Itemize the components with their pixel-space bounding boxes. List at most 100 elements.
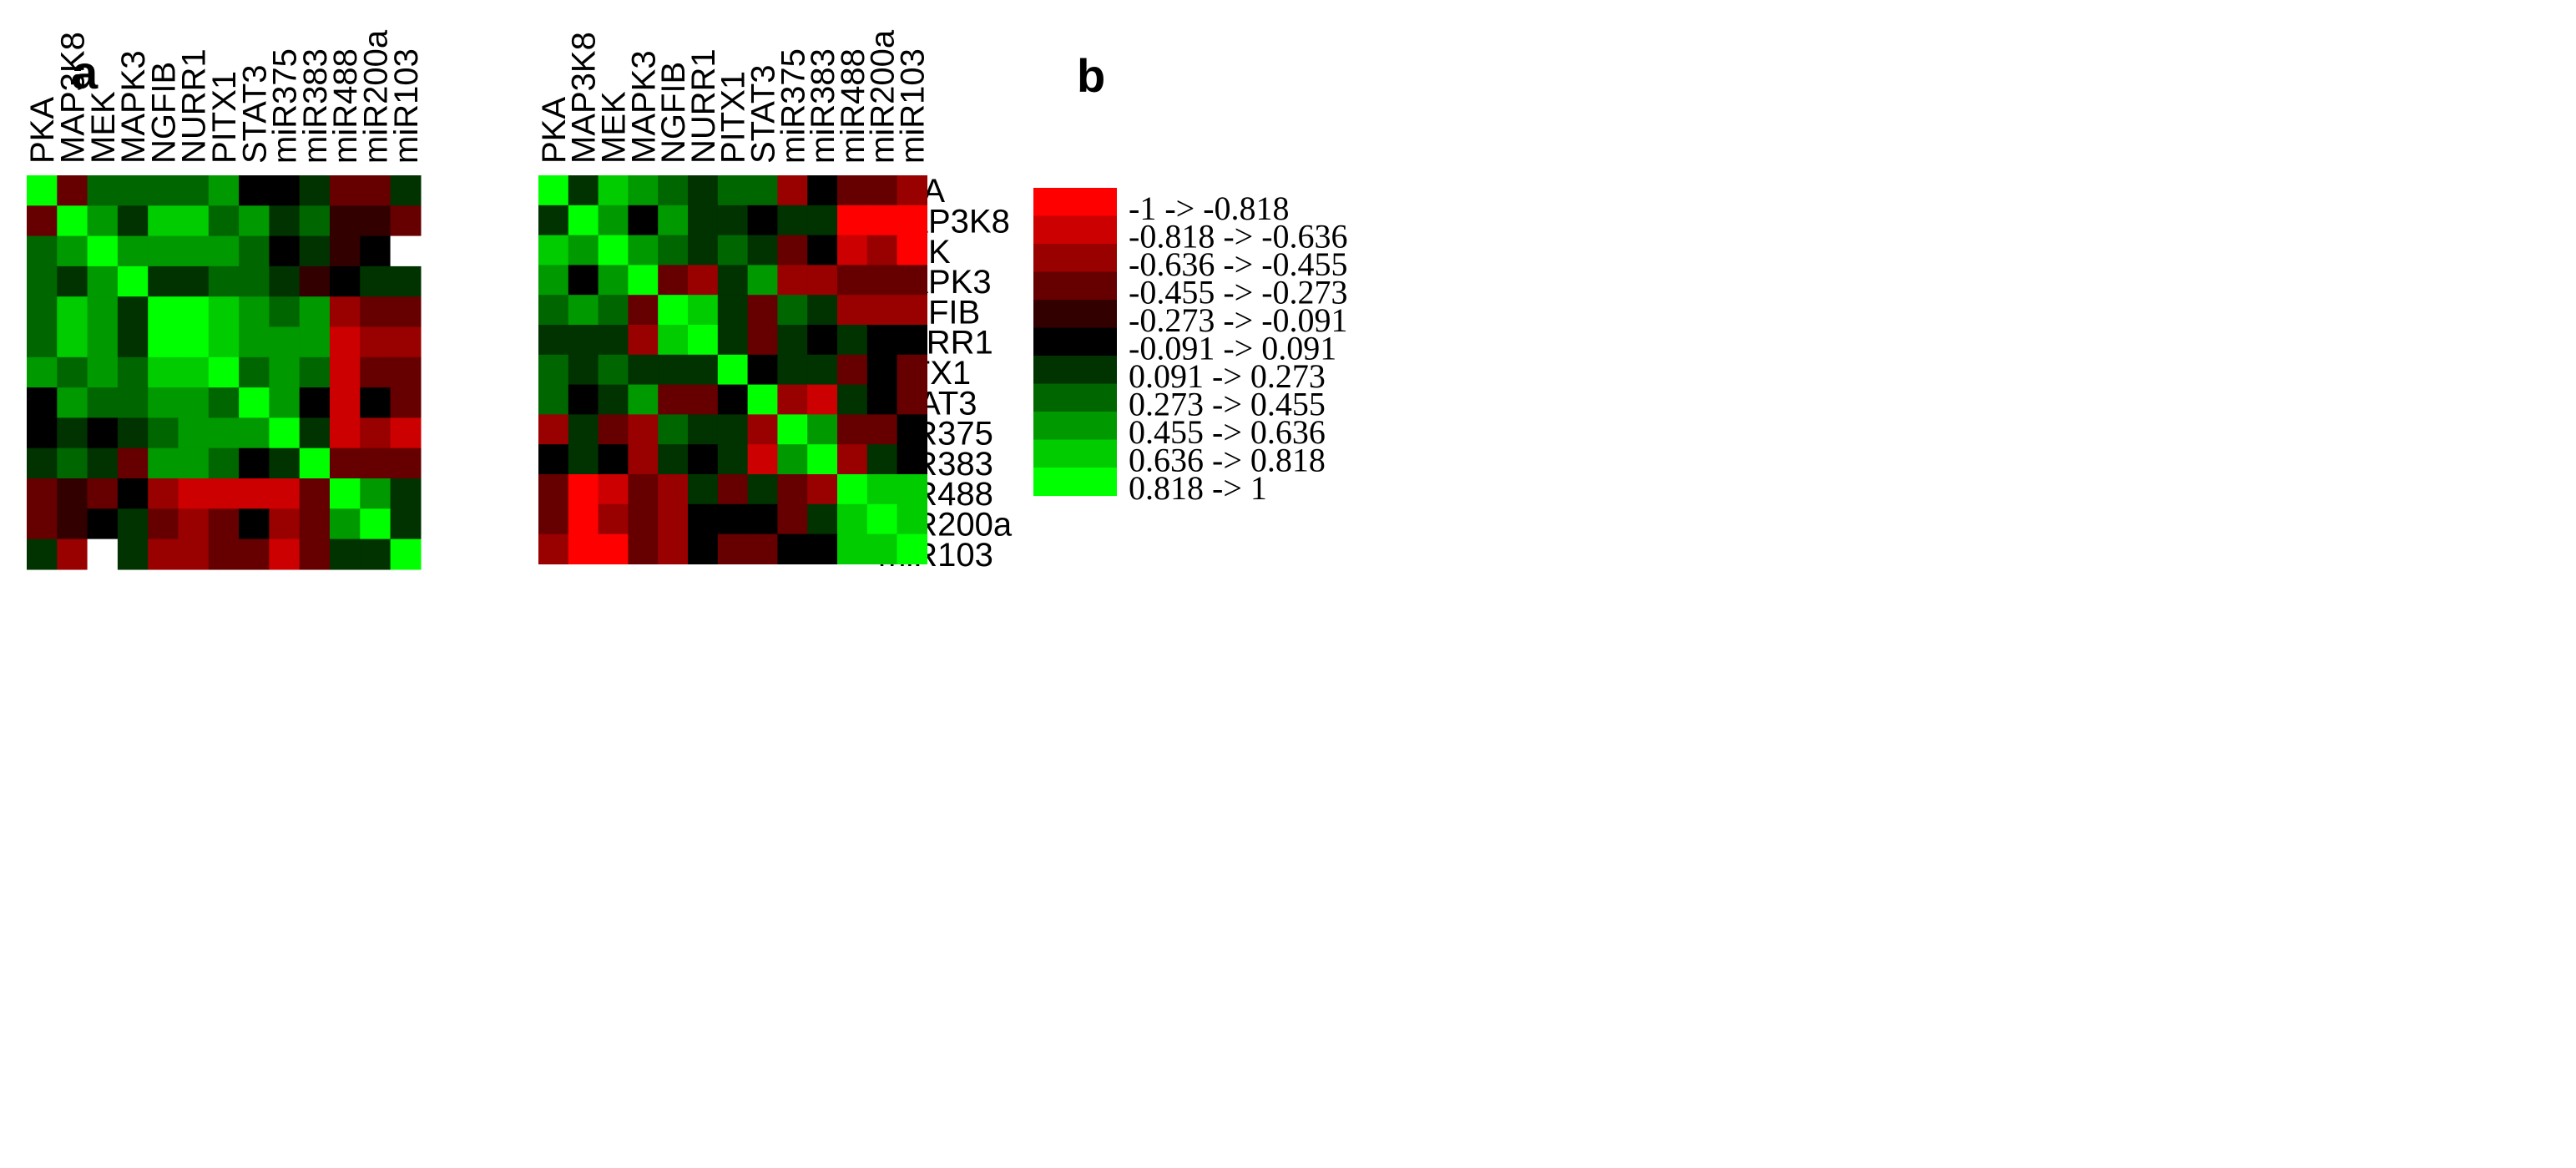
panel-a-cell-MAP3K8-MAPK3 xyxy=(117,205,149,237)
panel-a-cell-miR200a-PITX1 xyxy=(208,508,240,540)
panel-b-cell-PKA-PKA xyxy=(538,175,569,206)
panel-b-cell-NGFIB-miR383 xyxy=(807,295,838,326)
panel-a-cell-MAPK3-miR375 xyxy=(269,265,301,297)
panel-b-cell-miR200a-NURR1 xyxy=(688,503,719,535)
panel-b-cell-miR383-miR200a xyxy=(866,444,898,475)
panel-b-cell-MEK-STAT3 xyxy=(747,235,778,265)
panel-a-cell-miR103-MAPK3 xyxy=(117,538,149,570)
panel-b-cell-NGFIB-MAPK3 xyxy=(628,295,659,326)
panel-b-col-label: PKA xyxy=(536,97,573,164)
panel-a-cell-miR200a-NURR1 xyxy=(178,508,210,540)
panel-a-cell-PKA-NGFIB xyxy=(148,175,179,206)
panel-b-cell-miR103-PITX1 xyxy=(717,533,749,564)
panel-a-cell-miR383-miR383 xyxy=(299,447,331,479)
panel-a-cell-miR200a-PKA xyxy=(27,508,58,540)
panel-a-cell-STAT3-MAP3K8 xyxy=(57,387,88,418)
panel-a-cell-miR383-miR375 xyxy=(269,447,301,479)
panel-b-cell-PITX1-miR488 xyxy=(837,354,868,386)
panel-a-cell-miR383-NURR1 xyxy=(178,447,210,479)
panel-a-cell-MAP3K8-MEK xyxy=(87,205,119,237)
panel-b-cell-MEK-miR103 xyxy=(897,235,927,265)
legend-label: -1 -> -0.818 xyxy=(1129,190,1290,227)
panel-a-cell-miR375-STAT3 xyxy=(239,417,270,449)
panel-b-cell-MAP3K8-MAPK3 xyxy=(628,205,659,236)
panel-a-cell-miR375-NURR1 xyxy=(178,417,210,449)
panel-a-cell-NURR1-NGFIB xyxy=(148,326,179,358)
panel-b-cell-NGFIB-miR375 xyxy=(777,295,808,326)
panel-a-cell-MEK-MEK xyxy=(87,235,119,267)
panel-a-col-label: miR383 xyxy=(297,48,334,164)
panel-b-cell-miR103-MEK xyxy=(598,533,629,564)
panel-a-cell-STAT3-MAPK3 xyxy=(117,387,149,418)
panel-b-cell-MEK-miR383 xyxy=(807,235,838,265)
panel-b-cell-NGFIB-miR488 xyxy=(837,295,868,326)
panel-a-cell-PITX1-STAT3 xyxy=(239,356,270,388)
panel-a-col-label: MAP3K8 xyxy=(54,32,91,164)
panel-b-cell-MAP3K8-MAP3K8 xyxy=(568,205,599,236)
panel-b-cell-miR383-miR103 xyxy=(897,444,927,475)
panel-a-cell-MAP3K8-MAP3K8 xyxy=(57,205,88,237)
panel-a-cell-miR375-NGFIB xyxy=(148,417,179,449)
panel-b-cell-NGFIB-miR103 xyxy=(897,295,927,326)
panel-a-cell-PITX1-PITX1 xyxy=(208,356,240,388)
panel-a-cell-STAT3-NGFIB xyxy=(148,387,179,418)
panel-a-cell-miR200a-miR103 xyxy=(390,508,422,540)
panel-a-cell-NURR1-miR488 xyxy=(330,326,361,358)
panel-a-cell-MEK-PKA xyxy=(27,235,58,267)
panel-b-cell-PITX1-miR200a xyxy=(866,354,898,386)
panel-a-cell-PITX1-NURR1 xyxy=(178,356,210,388)
panel-a-cell-MAP3K8-STAT3 xyxy=(239,205,270,237)
panel-b-cell-miR488-NURR1 xyxy=(688,474,719,505)
panel-b-cell-MEK-NURR1 xyxy=(688,235,719,265)
panel-b-col-label: MAP3K8 xyxy=(566,32,603,164)
panel-b-cell-PKA-STAT3 xyxy=(747,175,778,206)
panel-b-cell-miR488-PKA xyxy=(538,474,569,505)
panel-b-cell-miR103-PKA xyxy=(538,533,569,564)
panel-a-cell-miR200a-NGFIB xyxy=(148,508,179,540)
panel-a-cell-PITX1-miR200a xyxy=(360,356,391,388)
panel-b-cell-miR383-MAP3K8 xyxy=(568,444,599,475)
panel-a-cell-MEK-miR103 xyxy=(390,235,422,267)
panel-a-cell-miR200a-miR383 xyxy=(299,508,331,540)
panel-b-cell-miR103-STAT3 xyxy=(747,533,778,564)
panel-a-col-label: miR488 xyxy=(327,48,364,164)
panel-b-cell-NGFIB-PKA xyxy=(538,295,569,326)
panel-b-cell-MAPK3-NGFIB xyxy=(658,265,689,296)
panel-b-cell-STAT3-NGFIB xyxy=(658,384,689,415)
panel-a-cell-miR200a-STAT3 xyxy=(239,508,270,540)
panel-a-cell-miR103-NGFIB xyxy=(148,538,179,570)
panel-b-cell-miR488-miR103 xyxy=(897,474,927,505)
panel-b-cell-miR383-miR488 xyxy=(837,444,868,475)
panel-b-cell-STAT3-miR383 xyxy=(807,384,838,415)
panel-b-cell-miR375-miR375 xyxy=(777,414,808,445)
panel-b-cell-MEK-NGFIB xyxy=(658,235,689,265)
panel-b-cell-miR200a-miR200a xyxy=(866,503,898,535)
panel-a-cell-STAT3-miR375 xyxy=(269,387,301,418)
panel-a-cell-MAP3K8-PKA xyxy=(27,205,58,237)
panel-b-cell-MAPK3-NURR1 xyxy=(688,265,719,296)
panel-b-cell-MAP3K8-miR200a xyxy=(866,205,898,236)
legend-swatch xyxy=(1033,412,1117,441)
panel-b-cell-miR200a-MEK xyxy=(598,503,629,535)
legend-swatch xyxy=(1033,468,1117,497)
panel-b-col-label: MEK xyxy=(596,91,633,164)
panel-a-cell-miR383-MAP3K8 xyxy=(57,447,88,479)
panel-a-cell-PITX1-miR375 xyxy=(269,356,301,388)
panel-b-letter: b xyxy=(1077,49,1105,102)
panel-b-cell-PITX1-PITX1 xyxy=(717,354,749,386)
panel-b-col-label: miR383 xyxy=(805,48,841,164)
panel-a-cell-STAT3-miR383 xyxy=(299,387,331,418)
heatmap-panel-b: PKAMAP3K8MEKMAPK3NGFIBNURR1PITX1STAT3miR… xyxy=(536,29,932,564)
panel-b-cell-miR103-MAP3K8 xyxy=(568,533,599,564)
panel-b-cell-miR200a-MAP3K8 xyxy=(568,503,599,535)
legend-label: -0.091 -> 0.091 xyxy=(1129,330,1336,367)
panel-a-cell-miR103-miR103 xyxy=(390,538,422,570)
panel-a-cell-miR200a-miR200a xyxy=(360,508,391,540)
panel-b-col-label: miR103 xyxy=(895,48,932,164)
panel-a-cell-miR488-PITX1 xyxy=(208,478,240,509)
panel-a-cell-miR488-miR383 xyxy=(299,478,331,509)
panel-b-cell-miR375-NGFIB xyxy=(658,414,689,445)
panel-b-cell-miR383-MAPK3 xyxy=(628,444,659,475)
panel-a-cell-miR375-miR488 xyxy=(330,417,361,449)
panel-b-cell-MAP3K8-miR383 xyxy=(807,205,838,236)
